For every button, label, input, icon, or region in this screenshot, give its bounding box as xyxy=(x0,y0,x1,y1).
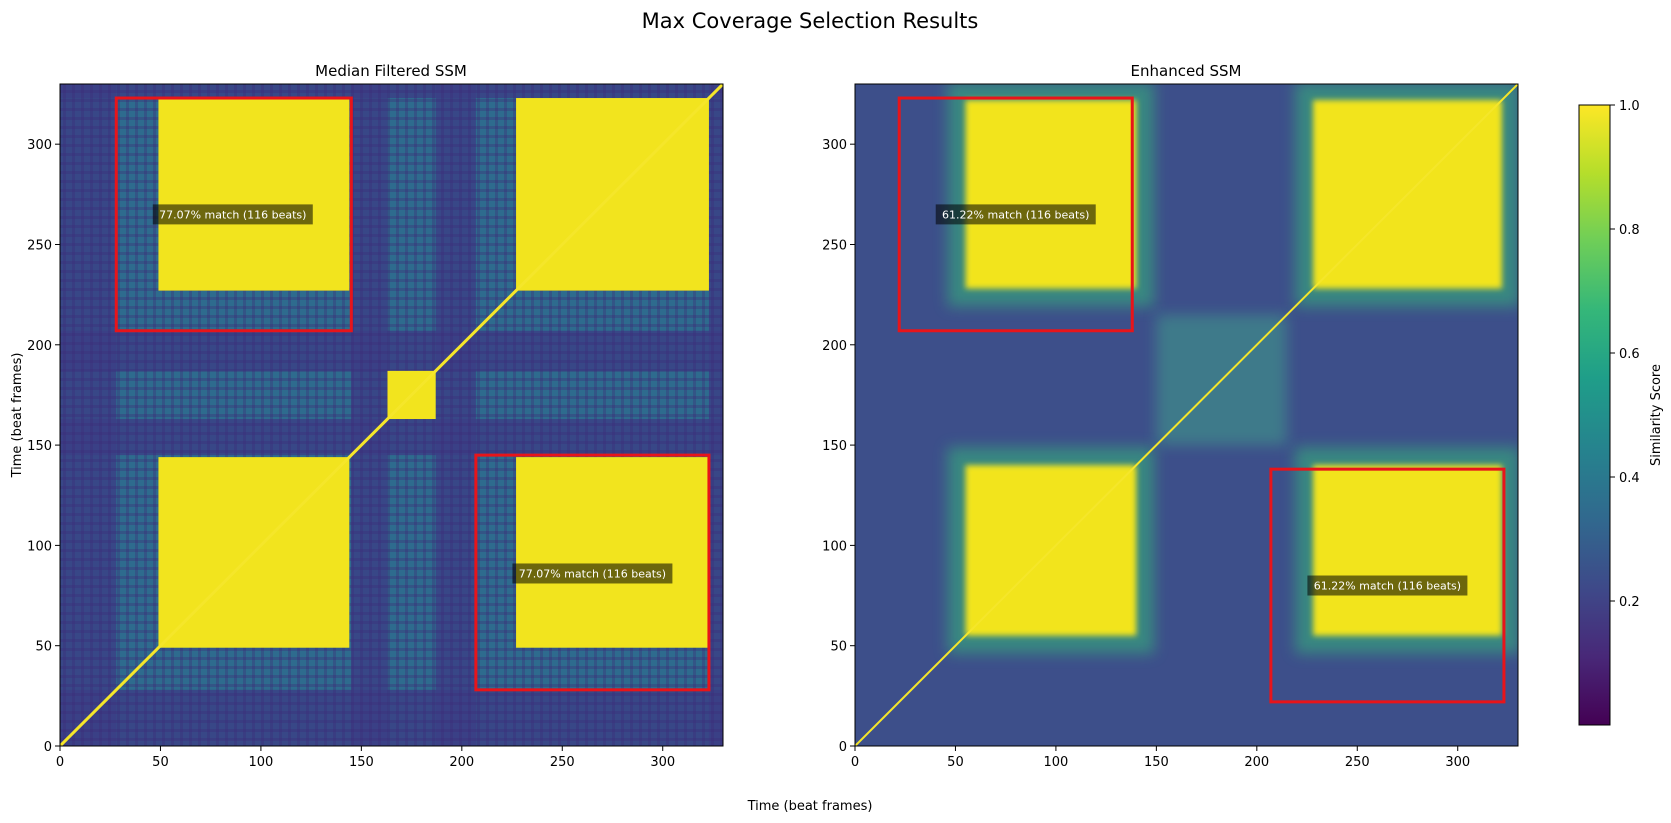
colorbar-tick-label: 0.4 xyxy=(1619,471,1640,486)
x-tick-label: 100 xyxy=(248,755,273,770)
colorbar-gradient xyxy=(1578,104,1611,726)
x-tick-label: 50 xyxy=(947,755,964,770)
heatmap-block xyxy=(965,100,1137,289)
match-label-bg xyxy=(152,204,313,225)
match-label-bg xyxy=(1307,575,1468,596)
y-tick-label: 0 xyxy=(839,740,847,755)
colorbar-tick-label: 1.0 xyxy=(1619,99,1640,114)
colorbar: 0.2 0.4 0.6 0.8 1.0 Similarity Score xyxy=(1578,99,1664,726)
match-label: 77.07% match (116 beats) xyxy=(159,208,306,221)
x-tick-label: 150 xyxy=(1144,755,1169,770)
y-tick-label: 100 xyxy=(27,539,52,554)
y-tick-label: 150 xyxy=(822,439,847,454)
x-tick-label: 300 xyxy=(1445,755,1470,770)
y-tick-label: 300 xyxy=(27,138,52,153)
y-tick-label: 200 xyxy=(822,339,847,354)
colorbar-tick-label: 0.6 xyxy=(1619,347,1640,362)
x-tick-label: 250 xyxy=(550,755,575,770)
y-tick-label: 100 xyxy=(822,539,847,554)
heatmap-diagonal xyxy=(60,84,723,746)
selection-box xyxy=(474,453,711,692)
heatmap-block xyxy=(158,98,350,291)
panel-title-enhanced: Enhanced SSM xyxy=(1131,62,1242,80)
x-tick-label: 50 xyxy=(152,755,169,770)
x-tick-label: 0 xyxy=(851,755,859,770)
x-tick-label: 250 xyxy=(1345,755,1370,770)
y-tick-label: 50 xyxy=(830,640,847,655)
heatmap-block xyxy=(516,457,709,648)
match-label-bg xyxy=(935,204,1096,225)
y-axis-label: Time (beat frames) xyxy=(10,353,25,479)
y-tick-label: 0 xyxy=(44,740,52,755)
axes-frame xyxy=(854,83,1519,747)
colorbar-tick-label: 0.8 xyxy=(1619,223,1640,238)
match-label: 61.22% match (116 beats) xyxy=(942,208,1089,221)
x-tick-label: 0 xyxy=(56,755,64,770)
colorbar-label: Similarity Score xyxy=(1649,364,1664,466)
x-tick-label: 100 xyxy=(1043,755,1068,770)
panel-title-median-filtered: Median Filtered SSM xyxy=(315,62,467,80)
figure-title: Max Coverage Selection Results xyxy=(642,9,979,33)
x-tick-label: 200 xyxy=(449,755,474,770)
panel-enhanced: Enhanced SSM 0 50 100 150 200 250 300 0 50 100 150… xyxy=(822,62,1519,770)
match-label: 77.07% match (116 beats) xyxy=(519,567,666,580)
y-tick-label: 150 xyxy=(27,439,52,454)
x-tick-label: 150 xyxy=(349,755,374,770)
y-tick-label: 300 xyxy=(822,138,847,153)
selection-box xyxy=(114,96,353,333)
heatmap-block xyxy=(1313,465,1502,636)
x-axis-label: Time (beat frames) xyxy=(747,799,873,814)
selection-box xyxy=(1269,467,1506,704)
selection-box xyxy=(897,96,1134,333)
match-label: 61.22% match (116 beats) xyxy=(1314,580,1461,593)
y-tick-label: 250 xyxy=(822,238,847,253)
x-tick-label: 200 xyxy=(1244,755,1269,770)
panel-median-filtered: Median Filtered SSM 0 50 100 150 200 250 300 0 5… xyxy=(27,62,724,770)
y-tick-label: 50 xyxy=(35,640,52,655)
x-tick-label: 300 xyxy=(650,755,675,770)
y-tick-label: 250 xyxy=(27,238,52,253)
y-tick-label: 200 xyxy=(27,339,52,354)
axes-frame xyxy=(59,83,724,747)
colorbar-tick-label: 0.2 xyxy=(1619,595,1640,610)
heatmap-diagonal xyxy=(855,84,1518,746)
match-label-bg xyxy=(512,563,673,584)
